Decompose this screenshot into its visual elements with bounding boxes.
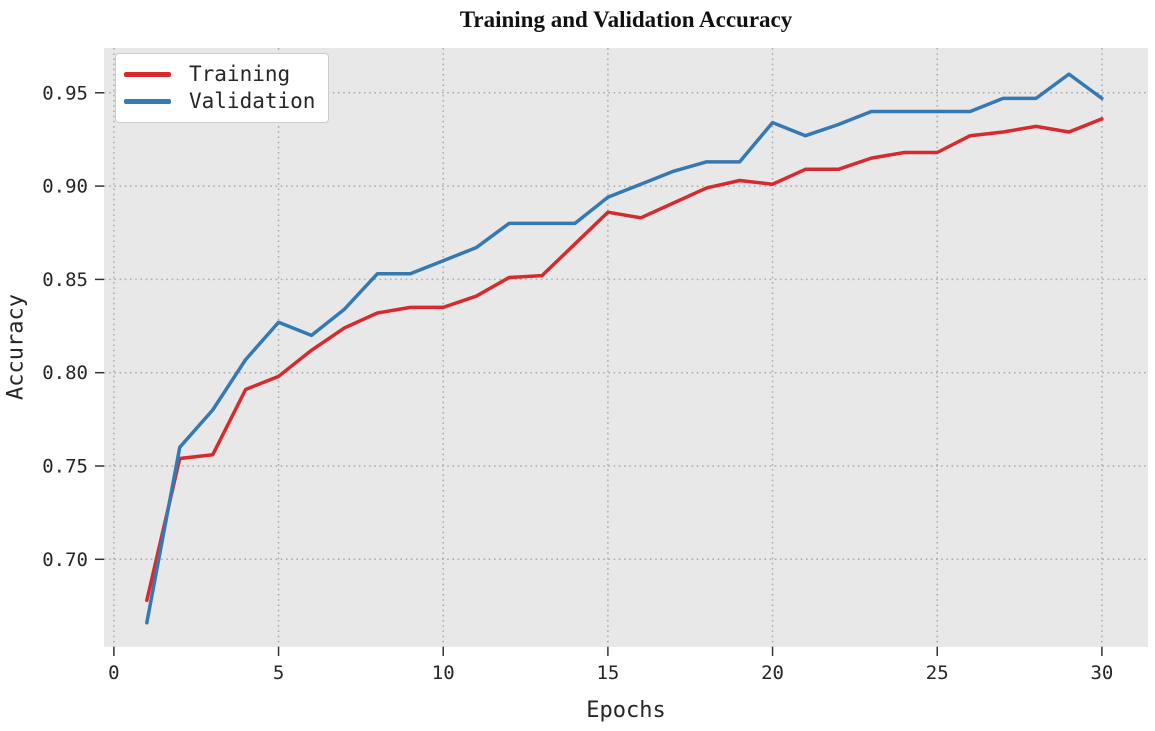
x-tick-label: 30 — [1090, 662, 1113, 684]
legend-label-training: Training — [189, 62, 291, 86]
x-tick-label: 25 — [926, 662, 949, 684]
y-tick-label: 0.80 — [42, 362, 88, 384]
x-tick-label: 5 — [273, 662, 284, 684]
validation-line — [145, 72, 1104, 625]
legend-item-training: Training — [124, 61, 318, 88]
legend-label-validation: Validation — [189, 89, 316, 113]
y-axis-label: Accuracy — [3, 294, 29, 400]
x-tick-label: 20 — [761, 662, 784, 684]
training-line — [145, 117, 1104, 603]
y-tick-label: 0.70 — [42, 549, 88, 571]
training-line-swatch — [124, 72, 171, 77]
y-tick-label: 0.85 — [42, 269, 88, 291]
x-tick-label: 0 — [108, 662, 119, 684]
validation-line-swatch — [124, 99, 171, 104]
x-tick-label: 10 — [432, 662, 455, 684]
plot-area — [104, 48, 1148, 647]
legend-item-validation: Validation — [124, 88, 318, 115]
chart-title: Training and Validation Accuracy — [459, 7, 793, 32]
x-axis-label: Epochs — [586, 698, 666, 723]
y-tick-label: 0.75 — [42, 455, 88, 477]
y-tick-label: 0.90 — [42, 176, 88, 198]
legend: Training Validation — [115, 53, 329, 123]
x-tick-label: 15 — [596, 662, 619, 684]
y-tick-label: 0.95 — [42, 82, 88, 104]
